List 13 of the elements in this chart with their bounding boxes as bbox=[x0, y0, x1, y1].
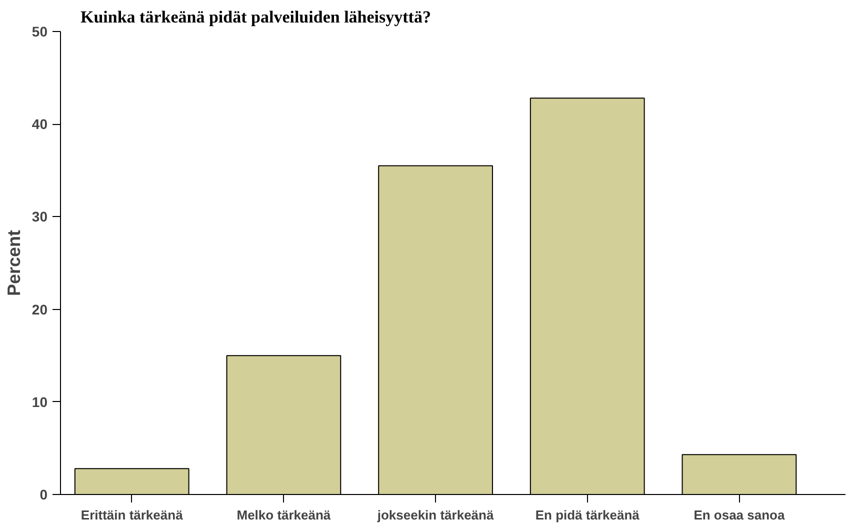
x-tick-label: Melko tärkeänä bbox=[236, 508, 332, 522]
y-tick-label: 30 bbox=[32, 208, 48, 225]
y-tick-label: 10 bbox=[32, 394, 48, 410]
x-tick-label: Erittäin tärkeänä bbox=[80, 508, 184, 522]
x-tick-label: En osaa sanoa bbox=[694, 508, 786, 522]
y-tick-label: 50 bbox=[32, 24, 48, 40]
y-tick-label: 0 bbox=[40, 486, 48, 502]
x-tick-label: En pidä tärkeänä bbox=[535, 508, 640, 522]
y-tick-label: 20 bbox=[32, 301, 48, 318]
y-axis-title: Percent bbox=[4, 230, 24, 296]
y-tick-label: 40 bbox=[32, 116, 48, 132]
chart-title: Kuinka tärkeänä pidät palveiluiden läheisyyttä? bbox=[80, 8, 431, 26]
x-tick-label: jokseekin tärkeänä bbox=[376, 508, 494, 522]
